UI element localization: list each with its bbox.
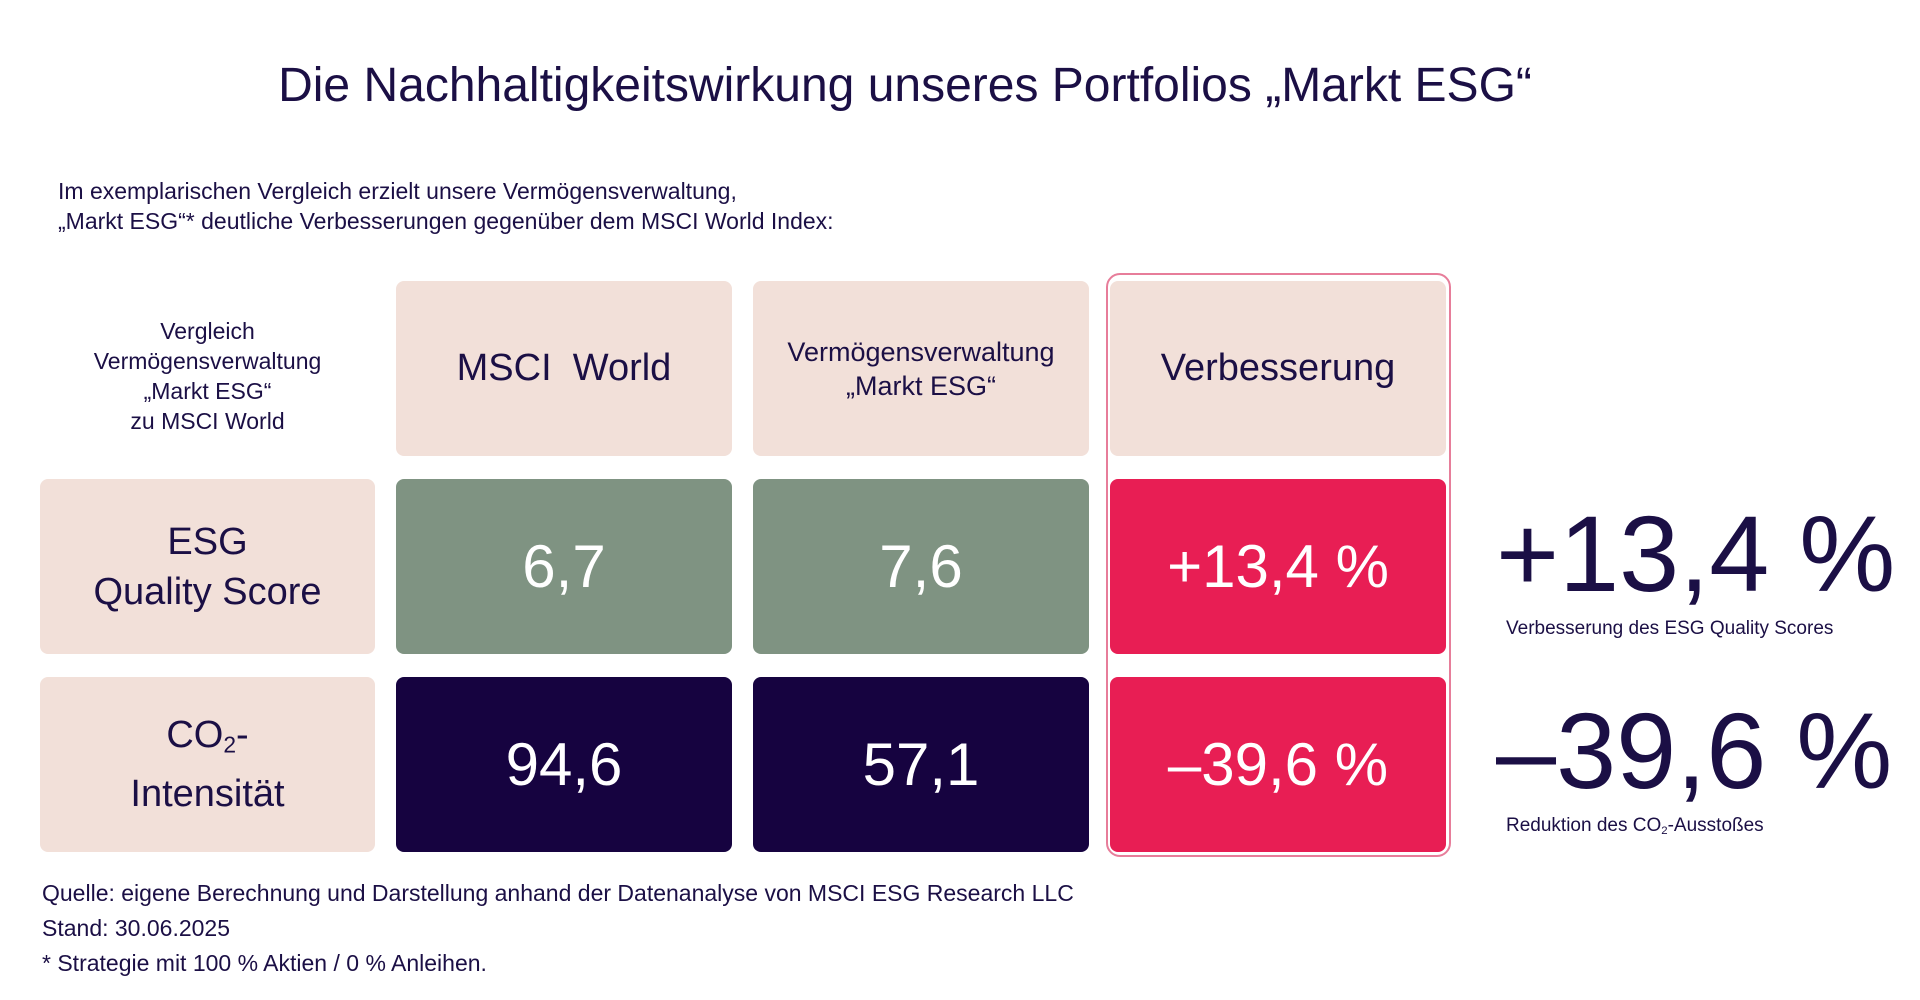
kpi-esg-label: Verbesserung des ESG Quality Scores [1506,618,1834,639]
corner-line-1: Vergleich [160,318,255,344]
value-esg-markt-esg: 7,6 [879,533,963,600]
table-corner-label: Vergleich Vermögensverwaltung „Markt ESG… [40,316,375,436]
value-co2-improvement: –39,6 % [1167,731,1389,798]
row-label-co2-co: CO [166,713,224,756]
kpi-co2-label-pre: Reduktion des CO [1506,815,1662,836]
footer-date: Stand: 30.06.2025 [42,915,230,941]
column-header-msci-world: MSCI World [396,281,732,456]
corner-line-2: Vermögensverwaltung [93,348,322,374]
value-esg-msci-world: 6,7 [522,533,606,600]
corner-line-4: zu MSCI World [130,408,285,434]
intro-line-1: Im exemplarischen Vergleich erzielt unse… [58,178,737,204]
column-header-markt-esg-line-2: „Markt ESG“ [845,370,996,401]
column-header-markt-esg-line-1: Vermögensverwaltung [787,336,1055,367]
kpi-esg: +13,4 % Verbesserung des ESG Quality Sco… [1496,500,1895,640]
row-label-co2-line-2: Intensität [130,773,285,816]
row-label-co2-subscript: 2 [223,731,237,758]
footer-source: Quelle: eigene Berechnung und Darstellun… [42,880,1074,906]
cell-co2-msci-world: 94,6 [396,677,732,852]
footer: Quelle: eigene Berechnung und Darstellun… [42,876,1074,981]
row-label-esg-line-1: ESG [167,520,248,563]
row-label-co2-dash: - [236,713,249,756]
kpi-esg-value: +13,4 % [1496,493,1896,614]
column-header-improvement: Verbesserung [1110,281,1446,456]
column-header-msci-world-label: MSCI World [456,347,672,389]
intro-line-2: „Markt ESG“* deutliche Verbesserungen ge… [58,208,834,234]
improvement-column-frame [1106,273,1451,857]
value-esg-improvement: +13,4 % [1167,533,1389,600]
page-title: Die Nachhaltigkeitswirkung unseres Portf… [278,59,1532,112]
kpi-co2-value: –39,6 % [1496,690,1893,811]
kpi-co2-label: Reduktion des CO2-Ausstoßes [1506,815,1892,837]
column-header-improvement-label: Verbesserung [1160,347,1396,389]
cell-esg-improvement: +13,4 % [1110,479,1446,654]
cell-co2-improvement: –39,6 % [1110,677,1446,852]
row-label-co2-line-1: CO2- [166,710,248,770]
column-header-markt-esg: Vermögensverwaltung „Markt ESG“ [753,281,1089,456]
cell-esg-markt-esg: 7,6 [753,479,1089,654]
row-label-co2-intensity: CO2- Intensität [40,677,375,852]
footer-note: * Strategie mit 100 % Aktien / 0 % Anlei… [42,950,487,976]
corner-line-3: „Markt ESG“ [143,378,272,404]
kpi-co2-label-subscript: 2 [1661,824,1668,837]
intro-text: Im exemplarischen Vergleich erzielt unse… [58,176,834,236]
kpi-co2-label-post: -Ausstoßes [1667,815,1764,836]
row-label-esg-quality-score: ESG Quality Score [40,479,375,654]
kpi-co2: –39,6 % Reduktion des CO2-Ausstoßes [1496,697,1892,837]
value-co2-msci-world: 94,6 [505,731,623,798]
value-co2-markt-esg: 57,1 [862,731,980,798]
cell-esg-msci-world: 6,7 [396,479,732,654]
cell-co2-markt-esg: 57,1 [753,677,1089,852]
row-label-esg-line-2: Quality Score [93,570,322,613]
